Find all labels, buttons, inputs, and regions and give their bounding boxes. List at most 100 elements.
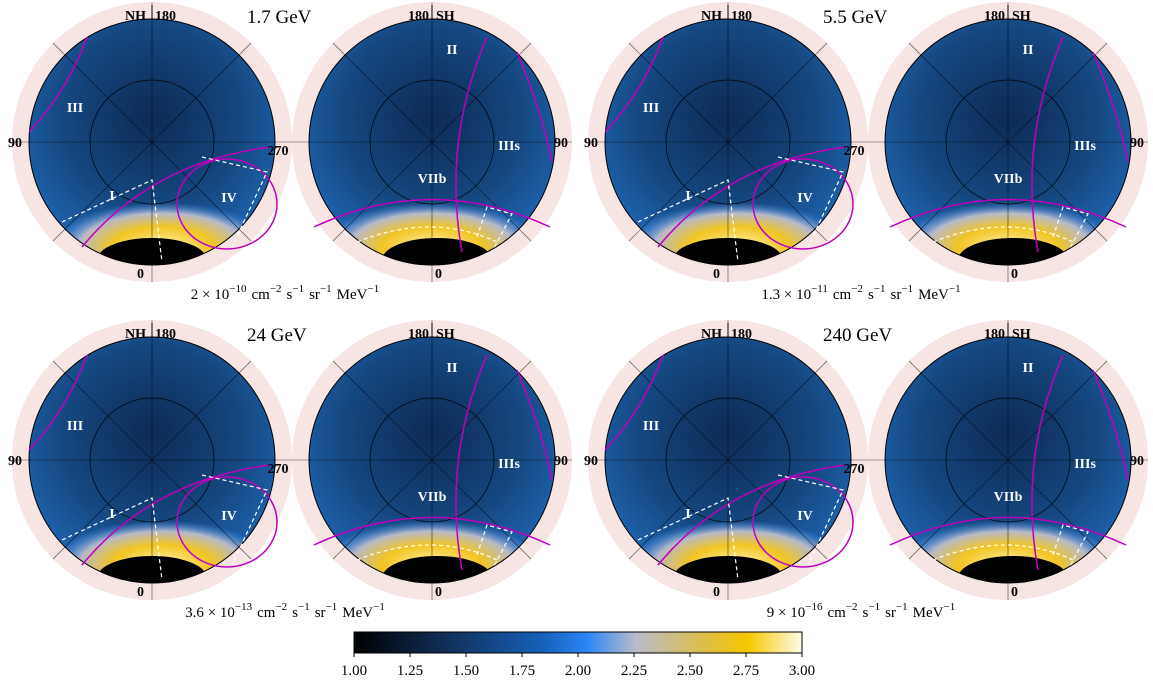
direction-label: 90 xyxy=(554,454,568,469)
colorbar-tick-label: 2.00 xyxy=(565,663,591,679)
region-label: IV xyxy=(221,191,237,206)
unit-exponent: −2 xyxy=(851,283,863,295)
colorbar-tick-label: 1.50 xyxy=(453,663,479,679)
direction-label: 90 xyxy=(8,454,22,469)
direction-label: 0 xyxy=(1011,267,1018,282)
region-label: IIIs xyxy=(498,457,520,472)
unit-exponent: −1 xyxy=(298,601,310,613)
unit-exponent: −1 xyxy=(326,601,338,613)
unit-exponent: −1 xyxy=(868,601,880,613)
unit-base: MeV xyxy=(918,287,949,303)
colorbar-tick-label: 1.25 xyxy=(397,663,423,679)
unit-base: MeV xyxy=(342,605,373,621)
direction-label: 180 xyxy=(408,9,429,24)
unit-base: sr xyxy=(309,287,320,303)
region-label: III xyxy=(67,101,83,116)
unit-base: cm xyxy=(833,287,852,303)
unit-exponent: −2 xyxy=(275,601,287,613)
region-label: II xyxy=(447,43,458,58)
region-label: III xyxy=(643,419,659,434)
hemisphere-label: NH xyxy=(125,327,146,342)
unit-exponent: −1 xyxy=(901,283,913,295)
hemisphere-label: NH xyxy=(125,9,146,24)
normalization-exponent: −10 xyxy=(229,283,247,295)
normalization-mantissa: 2 × 10 xyxy=(191,287,229,303)
region-label: II xyxy=(1023,43,1034,58)
direction-label: 180 xyxy=(731,9,752,24)
region-label: VIIb xyxy=(418,490,447,505)
unit-base: sr xyxy=(315,605,326,621)
colorbar-tick-label: 2.25 xyxy=(621,663,647,679)
unit-base: MeV xyxy=(337,287,368,303)
figure: 180SH900IIIIIsVIIbNH180902700IIIIIV1.7 G… xyxy=(0,0,1153,688)
energy-label: 5.5 GeV xyxy=(823,7,888,28)
hemisphere-label: NH xyxy=(701,327,722,342)
south-map: 180 SH 90 0 II IIIs VIIb xyxy=(292,320,572,610)
unit-exponent: −1 xyxy=(943,601,955,613)
hemisphere-label: SH xyxy=(1012,327,1031,342)
hemisphere-label: NH xyxy=(701,9,722,24)
normalization-mantissa: 3.6 × 10 xyxy=(185,605,235,621)
direction-label: 0 xyxy=(435,585,442,600)
normalization-exponent: −11 xyxy=(811,283,828,295)
region-label: VIIb xyxy=(994,490,1023,505)
region-label: III xyxy=(643,101,659,116)
region-label: I xyxy=(109,507,114,522)
direction-label: 180 xyxy=(408,327,429,342)
normalization-label: 1.3 × 10−11cm−2s−1sr−1MeV−1 xyxy=(761,283,960,303)
normalization-exponent: −13 xyxy=(235,601,253,613)
north-map: NH180902700IIIIIV xyxy=(8,2,292,292)
unit-exponent: −2 xyxy=(846,601,858,613)
unit-base: cm xyxy=(257,605,276,621)
unit-exponent: −1 xyxy=(874,283,886,295)
colorbar-tick-label: 2.50 xyxy=(677,663,703,679)
normalization-exponent: −16 xyxy=(805,601,823,613)
direction-label: 90 xyxy=(554,136,568,151)
unit-base: sr xyxy=(885,605,896,621)
region-label: VIIb xyxy=(994,172,1023,187)
region-label: II xyxy=(447,361,458,376)
direction-label: 0 xyxy=(137,267,144,282)
normalization-mantissa: 1.3 × 10 xyxy=(761,287,811,303)
direction-label: 90 xyxy=(584,454,598,469)
direction-label: 180 xyxy=(155,327,176,342)
unit-exponent: −1 xyxy=(367,283,379,295)
direction-label: 90 xyxy=(1130,454,1144,469)
normalization-mantissa: 9 × 10 xyxy=(767,605,805,621)
unit-base: cm xyxy=(827,605,846,621)
direction-label: 0 xyxy=(137,585,144,600)
region-label: III xyxy=(67,419,83,434)
direction-label: 90 xyxy=(584,136,598,151)
region-label: I xyxy=(685,189,690,204)
region-label: VIIb xyxy=(418,172,447,187)
unit-exponent: −1 xyxy=(949,283,961,295)
south-map: 180SH900IIIIIsVIIb xyxy=(868,2,1148,292)
region-label: I xyxy=(685,507,690,522)
region-label: IIIs xyxy=(1074,139,1096,154)
hemisphere-label: SH xyxy=(436,9,455,24)
unit-exponent: −2 xyxy=(270,283,282,295)
colorbar-tick-label: 2.75 xyxy=(733,663,759,679)
direction-label: 270 xyxy=(844,144,865,159)
energy-label: 1.7 GeV xyxy=(247,7,312,28)
energy-label: 24 GeV xyxy=(247,325,307,346)
direction-label: 0 xyxy=(713,585,720,600)
region-label: IV xyxy=(797,509,813,524)
unit-base: cm xyxy=(251,287,270,303)
region-label: IV xyxy=(797,191,813,206)
region-label: I xyxy=(109,189,114,204)
unit-base: MeV xyxy=(913,605,944,621)
direction-label: 180 xyxy=(984,327,1005,342)
direction-label: 180 xyxy=(984,9,1005,24)
hemisphere-label: SH xyxy=(436,327,455,342)
unit-exponent: −1 xyxy=(292,283,304,295)
direction-label: 0 xyxy=(1011,585,1018,600)
hemisphere-label: SH xyxy=(1012,9,1031,24)
direction-label: 0 xyxy=(435,267,442,282)
